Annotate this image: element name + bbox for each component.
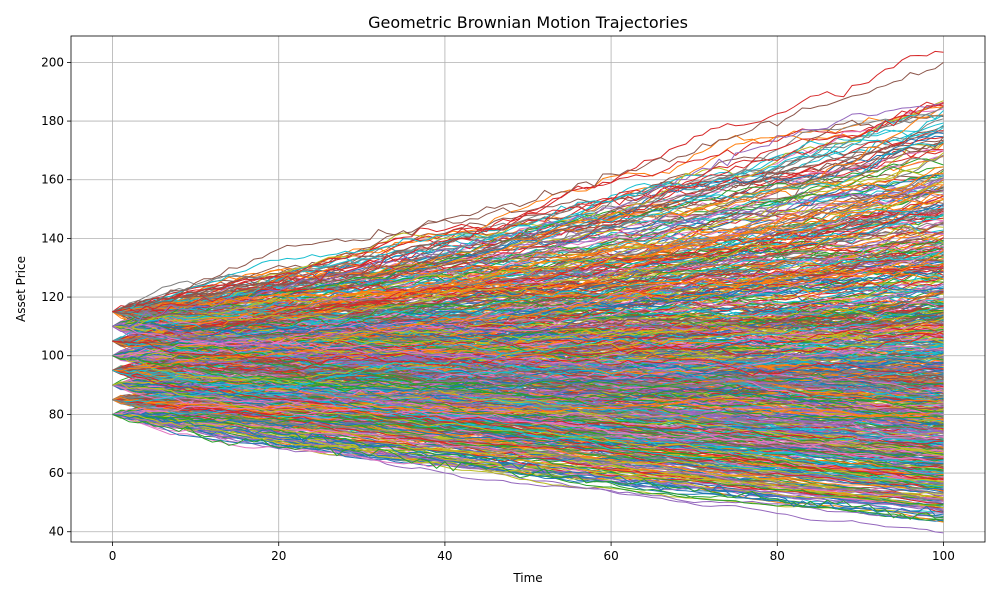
- trajectory-line: [112, 136, 944, 316]
- trajectory-line: [112, 141, 944, 313]
- x-tick-label: 40: [437, 549, 452, 563]
- trajectory-line: [112, 239, 944, 357]
- trajectory-line: [112, 413, 944, 499]
- trajectory-line: [112, 174, 944, 327]
- trajectory-line: [112, 101, 944, 313]
- x-tick-label: 60: [603, 549, 618, 563]
- trajectory-line: [112, 369, 944, 488]
- trajectory-line: [112, 182, 944, 329]
- trajectory-line: [112, 335, 944, 399]
- y-tick-label: 60: [49, 466, 64, 480]
- trajectory-line: [112, 399, 944, 501]
- trajectory-line: [112, 325, 944, 425]
- trajectory-line: [112, 399, 944, 422]
- extreme-trajectory-line: [112, 103, 944, 313]
- plot-frame: [70, 35, 986, 543]
- trajectory-line: [112, 413, 944, 482]
- trajectory-line: [112, 100, 944, 327]
- trajectory-line: [112, 413, 944, 517]
- x-tick-label: 80: [770, 549, 785, 563]
- trajectory-line: [112, 245, 944, 327]
- y-axis: 40 60 80 100 120 140 160 180 200: [41, 55, 71, 539]
- x-axis: 0 20 40 60 80 100: [109, 542, 955, 563]
- x-axis-title: Time: [512, 571, 542, 585]
- trajectory-line: [112, 340, 944, 404]
- trajectory-line: [112, 355, 944, 413]
- trajectory-line: [112, 343, 944, 401]
- y-tick-label: 100: [41, 349, 64, 363]
- y-tick-label: 180: [41, 114, 64, 128]
- x-tick-label: 100: [932, 549, 955, 563]
- trajectory-line: [112, 326, 944, 363]
- trajectory-line: [112, 399, 944, 445]
- trajectory-line: [112, 140, 944, 313]
- extreme-trajectory-line: [112, 103, 944, 329]
- x-tick-label: 0: [109, 549, 117, 563]
- trajectory-line: [112, 325, 944, 402]
- y-tick-label: 140: [41, 231, 64, 245]
- trajectory-line: [112, 366, 944, 400]
- trajectory-line: [112, 354, 944, 416]
- trajectory-line: [112, 325, 944, 408]
- trajectory-line: [112, 225, 944, 329]
- trajectory-line: [112, 286, 944, 332]
- y-tick-label: 40: [49, 525, 64, 539]
- trajectory-line: [112, 345, 944, 415]
- trajectory-line: [112, 297, 944, 332]
- chart-title: Geometric Brownian Motion Trajectories: [368, 13, 688, 32]
- x-tick-label: 20: [271, 549, 286, 563]
- trajectory-line: [112, 405, 944, 446]
- trajectory-line: [112, 359, 944, 391]
- trajectory-line: [112, 384, 944, 433]
- trajectory-line: [112, 139, 944, 314]
- plot-area: [112, 50, 944, 534]
- trajectory-line: [112, 373, 944, 392]
- trajectory-line: [112, 353, 944, 463]
- trajectory-line: [112, 114, 944, 313]
- trajectory-line: [112, 305, 944, 337]
- trajectory-line: [112, 369, 944, 473]
- trajectory-line: [112, 249, 944, 357]
- trajectory-line: [112, 399, 944, 487]
- trajectory-line: [112, 318, 944, 344]
- y-tick-label: 160: [41, 173, 64, 187]
- y-axis-title: Asset Price: [14, 256, 28, 322]
- y-tick-label: 200: [41, 55, 64, 69]
- trajectory-line: [112, 324, 944, 386]
- trajectory-line: [112, 307, 944, 403]
- trajectory-line: [112, 253, 944, 346]
- trajectory-line: [112, 413, 944, 465]
- trajectory-line: [112, 172, 944, 344]
- trajectory-line: [112, 369, 944, 481]
- trajectory-line: [112, 210, 944, 342]
- series-group: [112, 50, 944, 534]
- trajectory-line: [112, 399, 944, 492]
- extreme-trajectory-line: [112, 413, 944, 520]
- trajectory-line: [112, 384, 944, 429]
- trajectory-line: [112, 234, 944, 359]
- extreme-trajectory-line: [112, 62, 944, 313]
- trajectory-line: [112, 317, 944, 358]
- trajectory-line: [112, 362, 944, 396]
- trajectory-line: [112, 186, 944, 313]
- trajectory-line: [112, 413, 944, 499]
- trajectory-line: [112, 222, 944, 342]
- trajectory-line: [112, 382, 944, 486]
- y-tick-label: 120: [41, 290, 64, 304]
- trajectory-line: [112, 325, 944, 393]
- trajectory-line: [112, 50, 944, 313]
- y-tick-label: 80: [49, 407, 64, 421]
- trajectory-line: [112, 262, 944, 313]
- trajectory-line: [112, 271, 944, 357]
- trajectory-line: [112, 308, 944, 351]
- trajectory-line: [112, 308, 944, 338]
- trajectory-line: [112, 412, 944, 506]
- trajectory-line: [112, 196, 944, 342]
- trajectory-line: [112, 398, 944, 486]
- trajectory-line: [112, 399, 944, 523]
- trajectory-line: [112, 367, 944, 475]
- extreme-trajectory-line: [112, 412, 944, 516]
- trajectory-line: [112, 357, 944, 384]
